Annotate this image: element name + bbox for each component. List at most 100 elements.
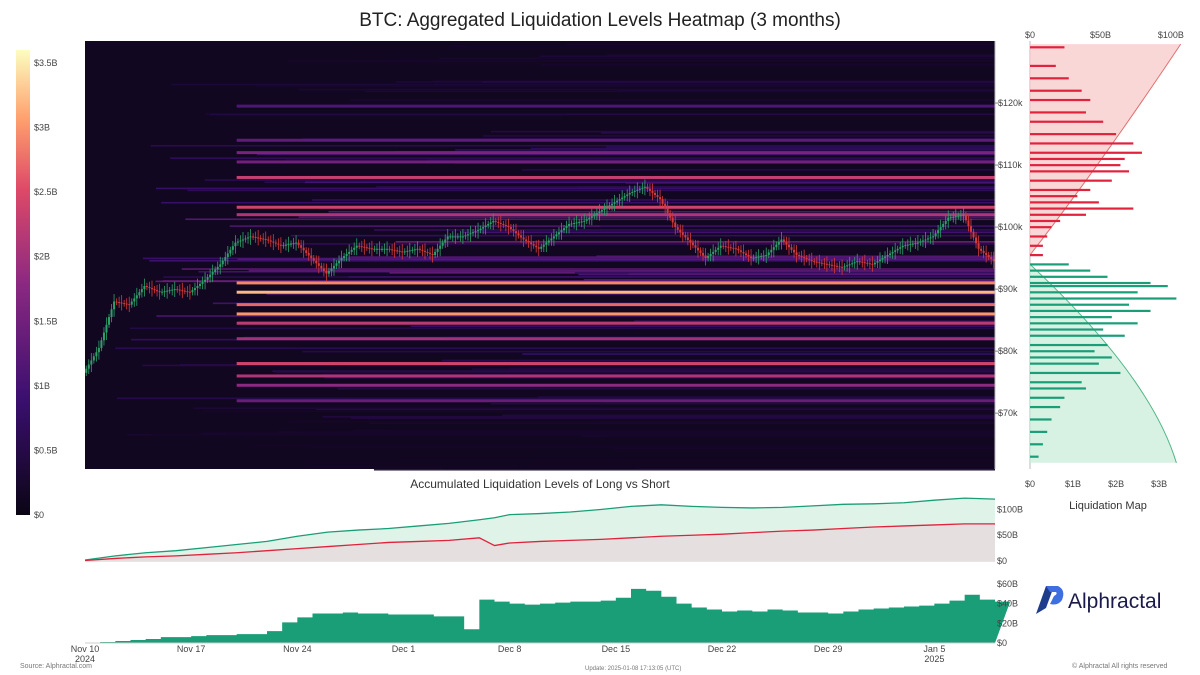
price-candle [848,264,851,266]
price-candle [871,263,874,265]
price-candle [229,249,232,254]
price-candle [674,222,677,228]
heatmap-band [236,312,995,316]
price-candle [431,253,434,255]
long-liquidation-bar [1030,356,1112,359]
heatmap-band [600,132,995,134]
price-candle [446,236,449,240]
heatmap-band [521,169,995,171]
heatmap-band [391,430,995,432]
alphractal-logo-icon [1036,586,1064,614]
price-candle [156,290,159,292]
price-candle [889,253,892,255]
price-candle [659,197,662,200]
price-candle [603,208,606,211]
volume-y-tick-label: $20B [997,618,1018,628]
price-candle [810,260,813,262]
price-candle [439,245,442,249]
price-candle [954,216,957,218]
heatmap-band [541,64,995,66]
short-liquidation-bar [1030,89,1082,92]
price-candle [555,234,558,237]
price-candle [322,268,325,272]
heatmap-band [236,337,995,341]
volume-y-tick-label: $40B [997,599,1018,609]
price-candle [188,291,191,293]
price-candle [305,250,308,253]
heatmap-band [410,325,995,327]
price-candle [944,220,947,224]
long-liquidation-bar [1030,309,1151,313]
price-candle [224,257,227,261]
price-candle [135,295,138,299]
price-candle [257,237,260,239]
price-candle [734,248,737,250]
price-candle [646,186,649,189]
short-liquidation-bar [1030,219,1061,223]
heatmap-band [537,396,995,398]
heatmap-band [312,199,995,201]
price-candle [563,228,566,231]
price-candle [863,262,866,264]
price-candle [919,241,922,243]
heatmap-band [161,201,995,204]
heatmap-band [348,276,995,278]
source-text: Source: Alphractal.com [20,663,92,670]
heatmap-band [149,259,995,262]
logo-text: Alphractal [1068,590,1162,613]
price-candle [651,190,654,193]
short-cumulative-line [1029,43,1182,256]
price-candle [423,250,426,252]
price-candle [477,230,480,232]
price-candle [598,211,601,214]
price-candle [307,252,310,256]
price-candle [886,255,889,257]
price-candle [669,213,672,218]
long-cumulative-area [1030,264,1177,463]
heatmap-band [461,231,996,234]
long-liquidation-bar [1030,418,1052,421]
heatmap-band [574,271,995,274]
price-candle [512,229,515,232]
colorbar-tick-label: $3.5B [34,58,58,68]
price-candle [87,364,90,369]
heatmap-band [565,43,995,45]
heatmap-band [181,268,995,270]
price-candle [287,244,290,246]
price-candle [742,251,745,254]
price-candle [681,232,684,235]
heatmap-band [236,374,995,378]
price-candle [161,291,164,293]
heatmap-band [287,60,995,62]
heatmap-band [198,270,995,273]
price-candle [214,269,217,273]
price-candle [815,261,818,263]
price-candle [729,247,732,249]
long-liquidation-bar [1030,285,1168,288]
heatmap-band [170,83,995,86]
x-axis-tick-label: Jan 5 2025 [923,644,945,664]
price-candle [115,301,118,303]
price-candle [762,255,765,257]
long-liquidation-bar [1030,281,1151,285]
heatmap-band [236,138,995,142]
price-candle [595,213,598,215]
heatmap-band [324,376,995,379]
heatmap-band [483,135,995,137]
price-candle [540,246,543,249]
price-candle [295,242,298,244]
heatmap-band [236,281,995,285]
price-candle [343,256,346,259]
price-candle [338,260,341,264]
price-candle [664,203,667,209]
price-candle [770,249,773,253]
long-liquidation-bar [1030,316,1112,319]
price-candle [272,241,275,243]
price-candle [85,368,88,373]
colorbar-scale [16,50,30,515]
price-candle [239,240,242,242]
price-candle [241,239,244,241]
price-candle [590,216,593,218]
price-candle [952,216,955,218]
long-liquidation-bar [1030,291,1138,294]
